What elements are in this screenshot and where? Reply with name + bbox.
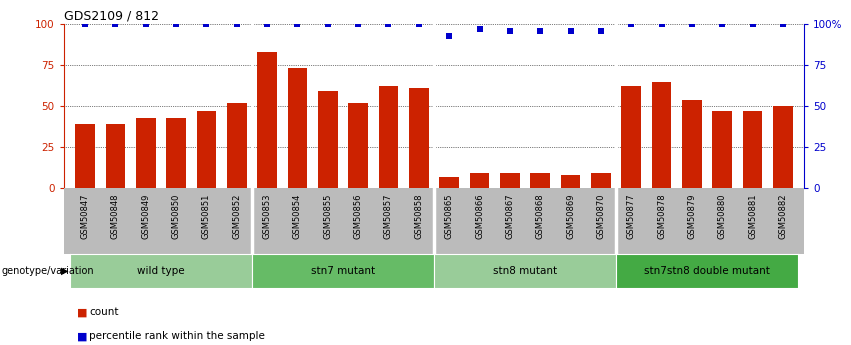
Bar <box>712 111 732 188</box>
Text: GSM50870: GSM50870 <box>597 193 605 239</box>
Text: stn7stn8 double mutant: stn7stn8 double mutant <box>644 266 770 276</box>
Text: GDS2109 / 812: GDS2109 / 812 <box>64 10 159 23</box>
Text: GSM50866: GSM50866 <box>475 193 484 239</box>
Text: ▶: ▶ <box>61 266 69 276</box>
Text: GSM50847: GSM50847 <box>81 193 89 239</box>
Bar <box>470 173 489 188</box>
Bar <box>166 118 186 188</box>
Text: genotype/variation: genotype/variation <box>2 266 94 276</box>
Point <box>443 33 456 38</box>
Point <box>534 28 547 33</box>
Text: GSM50882: GSM50882 <box>779 193 787 239</box>
Point <box>169 21 183 27</box>
Text: stn8 mutant: stn8 mutant <box>493 266 557 276</box>
Point <box>654 21 668 27</box>
Point <box>291 21 305 27</box>
Text: GSM50849: GSM50849 <box>141 193 151 239</box>
Point <box>382 21 396 27</box>
Text: GSM50854: GSM50854 <box>293 193 302 239</box>
Text: GSM50878: GSM50878 <box>657 193 666 239</box>
Point <box>745 21 759 27</box>
Text: GSM50880: GSM50880 <box>717 193 727 239</box>
Text: GSM50869: GSM50869 <box>566 193 575 239</box>
Point <box>139 21 152 27</box>
Point <box>594 28 608 33</box>
Bar <box>621 87 641 188</box>
Text: stn7 mutant: stn7 mutant <box>311 266 375 276</box>
Bar <box>348 103 368 188</box>
Bar <box>227 103 247 188</box>
Text: GSM50855: GSM50855 <box>323 193 332 239</box>
Text: GSM50852: GSM50852 <box>232 193 242 239</box>
Point <box>260 21 274 27</box>
Bar <box>652 81 671 188</box>
Text: GSM50858: GSM50858 <box>414 193 423 239</box>
Text: GSM50856: GSM50856 <box>354 193 363 239</box>
Point <box>200 21 214 27</box>
Bar <box>530 173 550 188</box>
Point <box>716 21 729 27</box>
Bar <box>409 88 429 188</box>
Text: GSM50857: GSM50857 <box>384 193 393 239</box>
Text: GSM50865: GSM50865 <box>445 193 454 239</box>
Text: ■: ■ <box>77 332 87 341</box>
Text: GSM50879: GSM50879 <box>688 193 696 239</box>
Bar <box>773 106 793 188</box>
Point <box>230 21 243 27</box>
Bar <box>318 91 338 188</box>
Bar <box>288 68 307 188</box>
Bar <box>136 118 156 188</box>
Bar <box>500 173 520 188</box>
Point <box>109 21 123 27</box>
Bar <box>75 124 95 188</box>
Point <box>351 21 365 27</box>
Bar <box>682 100 702 188</box>
Bar <box>743 111 762 188</box>
Point <box>78 21 92 27</box>
Text: GSM50850: GSM50850 <box>172 193 180 239</box>
Text: ■: ■ <box>77 307 87 317</box>
Text: GSM50877: GSM50877 <box>626 193 636 239</box>
Bar <box>439 177 459 188</box>
Text: GSM50851: GSM50851 <box>202 193 211 239</box>
Point <box>321 21 334 27</box>
Bar <box>257 52 277 188</box>
Point <box>563 28 577 33</box>
Point <box>625 21 638 27</box>
Text: GSM50853: GSM50853 <box>263 193 271 239</box>
Text: GSM50867: GSM50867 <box>505 193 514 239</box>
Text: GSM50881: GSM50881 <box>748 193 757 239</box>
Bar <box>591 173 611 188</box>
Point <box>776 21 790 27</box>
Text: GSM50868: GSM50868 <box>536 193 545 239</box>
Text: count: count <box>89 307 119 317</box>
Point <box>685 21 699 27</box>
Text: percentile rank within the sample: percentile rank within the sample <box>89 332 266 341</box>
Bar <box>197 111 216 188</box>
Text: GSM50848: GSM50848 <box>111 193 120 239</box>
Point <box>472 26 486 32</box>
Point <box>412 21 426 27</box>
Bar <box>379 87 398 188</box>
Text: wild type: wild type <box>137 266 185 276</box>
Bar <box>106 124 125 188</box>
Bar <box>561 175 580 188</box>
Point <box>503 28 517 33</box>
